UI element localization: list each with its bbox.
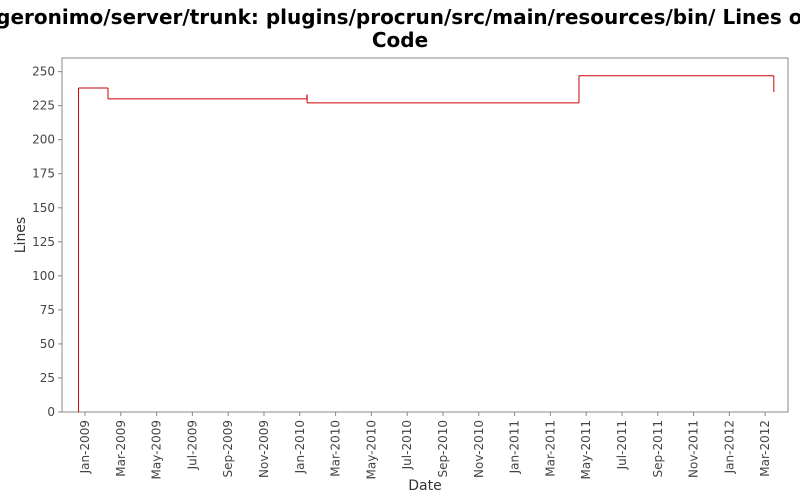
y-tick-label: 175 bbox=[32, 167, 55, 181]
x-tick-label: Jul-2011 bbox=[615, 420, 629, 470]
x-tick-label: Jul-2009 bbox=[185, 420, 199, 470]
step-point bbox=[578, 75, 774, 103]
x-tick-label: Sep-2011 bbox=[651, 420, 665, 478]
step-point bbox=[107, 87, 307, 100]
x-tick-label: Jan-2010 bbox=[293, 420, 307, 474]
x-tick-label: Jan-2009 bbox=[78, 420, 92, 474]
step-point bbox=[78, 87, 108, 412]
x-tick-label: Mar-2011 bbox=[543, 420, 557, 477]
plot-area bbox=[61, 57, 789, 413]
step-point bbox=[306, 94, 580, 104]
chart-title: /geronimo/server/trunk: plugins/procrun/… bbox=[0, 5, 800, 29]
x-axis-title: Date bbox=[408, 478, 441, 494]
x-tick-label: Nov-2009 bbox=[257, 420, 271, 478]
y-tick-label: 200 bbox=[32, 133, 55, 147]
x-tick-label: May-2010 bbox=[364, 420, 378, 479]
y-tick-label: 125 bbox=[32, 235, 55, 249]
y-tick-label: 100 bbox=[32, 269, 55, 283]
chart-title: Code bbox=[372, 28, 428, 52]
y-tick-label: 225 bbox=[32, 99, 55, 113]
y-axis-title: Lines bbox=[13, 217, 29, 253]
x-tick-label: Mar-2009 bbox=[114, 420, 128, 477]
x-tick-label: May-2009 bbox=[150, 420, 164, 479]
x-tick-label: Jan-2012 bbox=[722, 420, 736, 474]
x-tick-label: May-2011 bbox=[579, 420, 593, 479]
y-tick-label: 0 bbox=[47, 405, 55, 419]
y-tick-label: 50 bbox=[40, 337, 55, 351]
x-tick-label: Mar-2010 bbox=[329, 420, 343, 477]
y-tick-label: 75 bbox=[40, 303, 55, 317]
y-tick-label: 25 bbox=[40, 371, 55, 385]
x-tick-label: Jul-2010 bbox=[400, 420, 414, 470]
x-tick-label: Jan-2011 bbox=[508, 420, 522, 474]
x-tick-label: Nov-2010 bbox=[472, 420, 486, 478]
y-tick-label: 150 bbox=[32, 201, 55, 215]
x-tick-label: Sep-2009 bbox=[221, 420, 235, 478]
x-tick-label: Mar-2012 bbox=[758, 420, 772, 477]
y-tick-label: 250 bbox=[32, 65, 55, 79]
x-tick-label: Nov-2011 bbox=[687, 420, 701, 478]
x-tick-label: Sep-2010 bbox=[436, 420, 450, 478]
